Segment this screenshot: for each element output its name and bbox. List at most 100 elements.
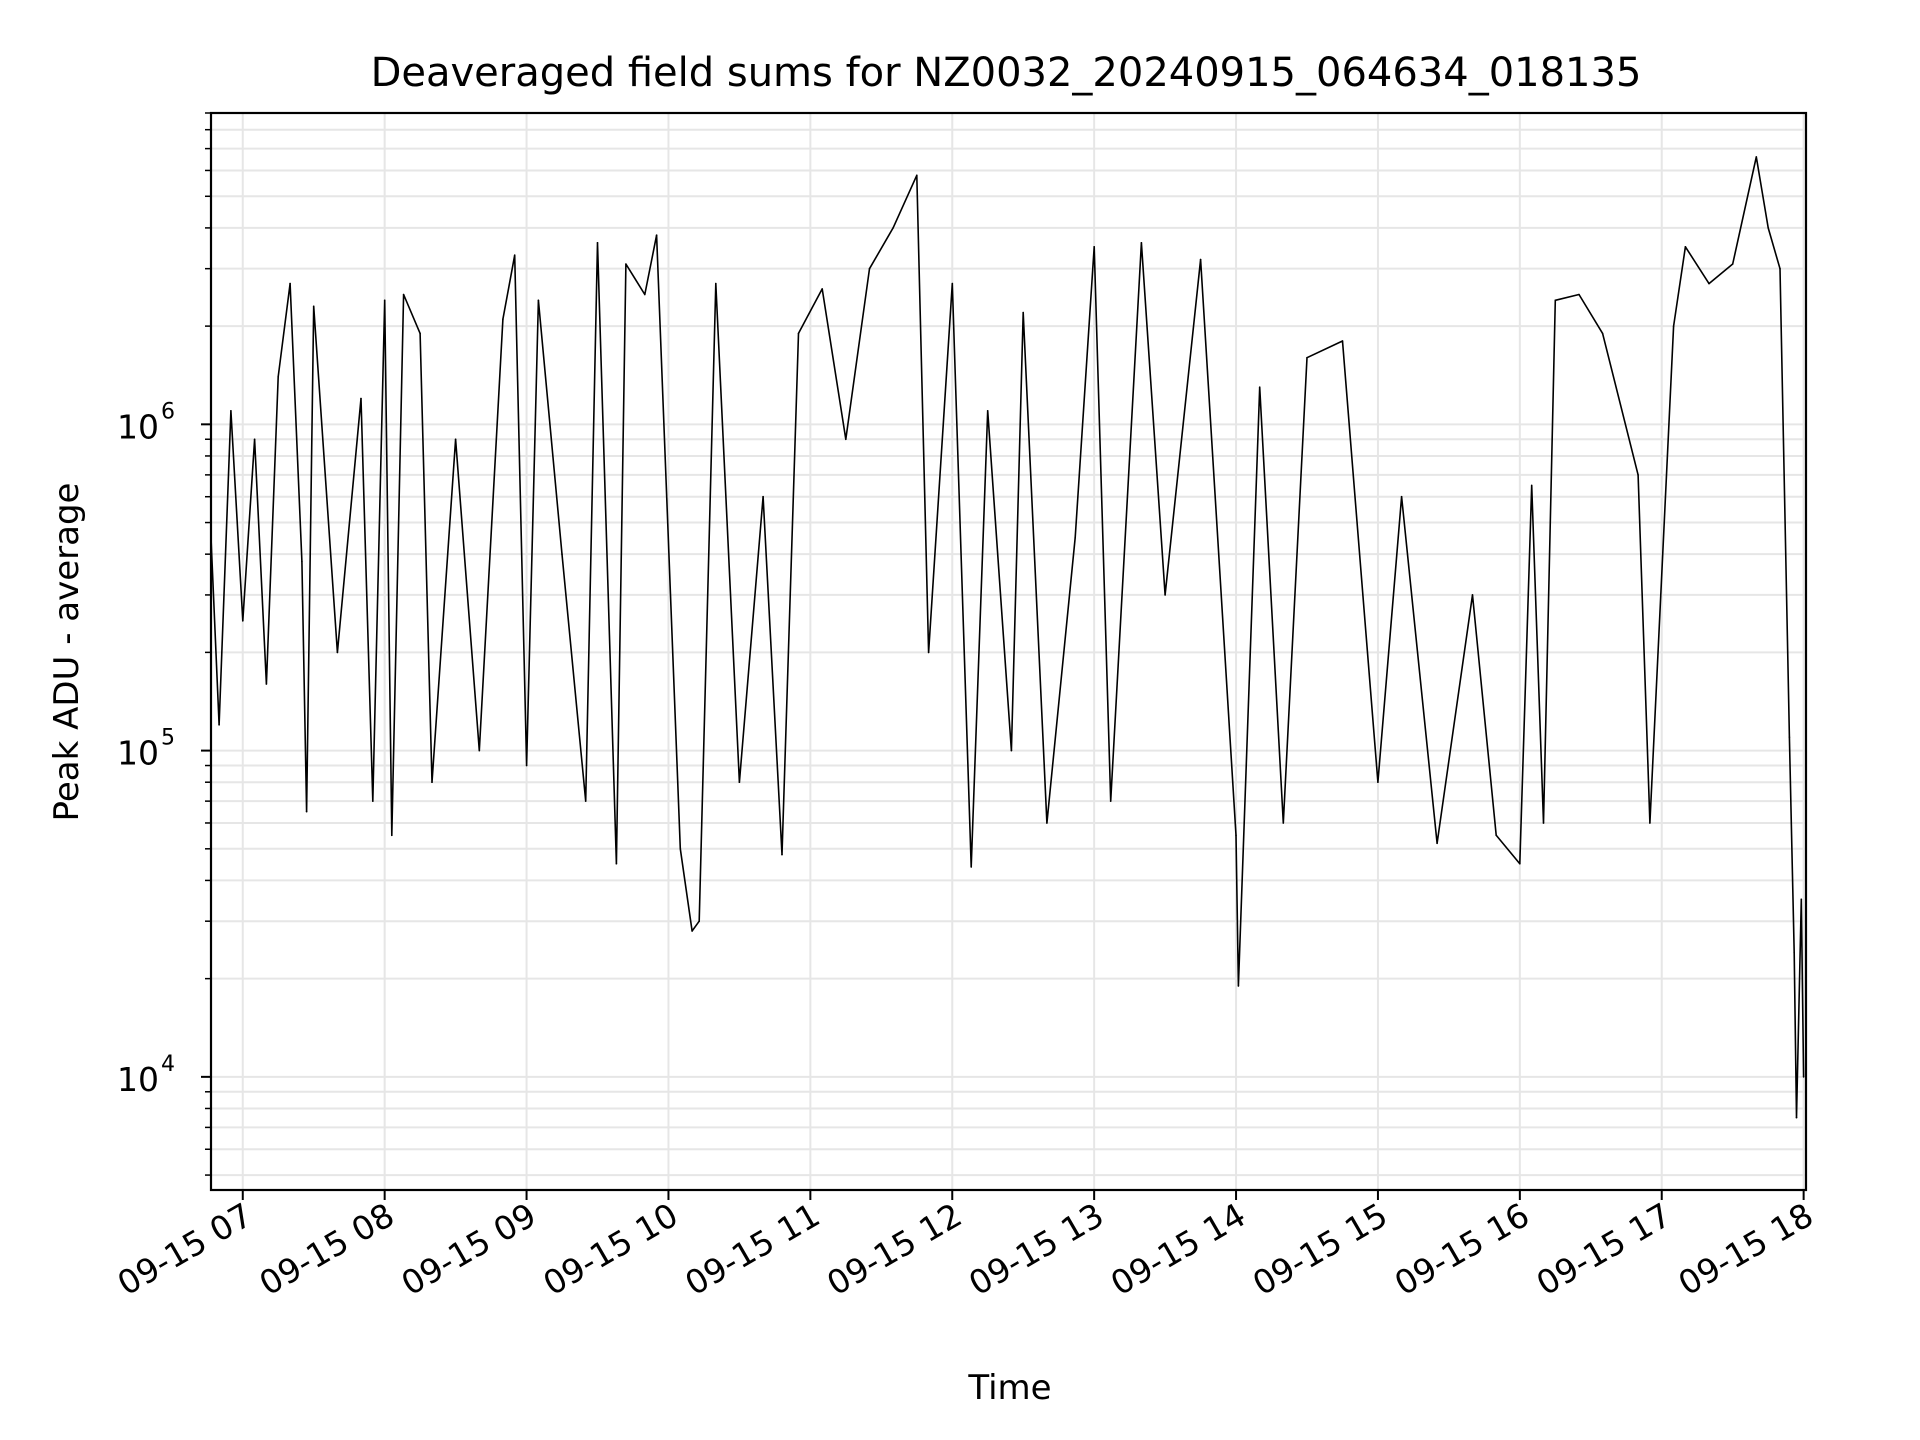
data-point (715, 282, 717, 285)
data-point (253, 438, 256, 441)
data-point (336, 651, 339, 654)
data-point (1199, 258, 1202, 261)
data-point (391, 834, 393, 837)
data-point (513, 254, 516, 256)
data-point (525, 764, 528, 767)
data-point (762, 495, 764, 498)
data-point (1519, 862, 1521, 865)
data-point (1802, 1076, 1805, 1078)
data-point (301, 560, 303, 563)
data-point (289, 282, 291, 285)
data-point (868, 267, 871, 270)
data-point (1400, 495, 1403, 498)
data-point (1471, 594, 1474, 596)
data-point (1779, 267, 1781, 270)
data-point (698, 920, 700, 922)
data-point (1235, 834, 1237, 837)
data-point (797, 332, 800, 335)
data-point (738, 781, 741, 783)
data-point (1306, 356, 1308, 359)
data-point (1767, 227, 1769, 229)
data-point (1341, 340, 1344, 342)
data-point (537, 299, 540, 302)
y-tick-exponent: 4 (161, 1052, 175, 1077)
data-point (916, 174, 918, 177)
data-point (644, 293, 646, 296)
data-point (1755, 156, 1758, 158)
data-point (1093, 246, 1095, 248)
data-point (821, 288, 823, 290)
data-point (305, 810, 308, 813)
plot-frame (209, 111, 1808, 1192)
data-point (1010, 749, 1013, 752)
data-point (1530, 484, 1533, 487)
data-point (265, 683, 268, 685)
data-point (1164, 594, 1166, 596)
data-point (1795, 1116, 1798, 1119)
data-point (655, 234, 658, 236)
data-point (596, 242, 599, 244)
data-point (1074, 536, 1076, 539)
data-point (1109, 800, 1112, 802)
data-point (372, 800, 374, 802)
data-point (242, 620, 244, 622)
data-point (360, 397, 362, 400)
y-tick-base: 10 (117, 734, 159, 773)
data-point (454, 438, 457, 441)
data-point (845, 438, 847, 441)
data-point (927, 651, 930, 654)
data-point (892, 227, 894, 229)
data-point (1022, 311, 1024, 314)
data-point (1684, 246, 1687, 248)
data-point (478, 749, 481, 752)
data-point (1554, 299, 1557, 302)
y-tick-exponent: 6 (161, 399, 175, 424)
data-point (1708, 282, 1710, 285)
y-tick-label: 10 (117, 407, 159, 446)
y-tick-label: 10 (117, 734, 159, 773)
data-point (1436, 842, 1438, 845)
data-point (1258, 386, 1261, 389)
data-point (502, 318, 504, 321)
data-point (986, 410, 989, 412)
data-point (615, 862, 618, 865)
data-point (431, 781, 433, 783)
data-point (1788, 736, 1791, 738)
data-point (1140, 242, 1143, 244)
data-point (1731, 263, 1734, 265)
data-point (1601, 332, 1604, 335)
y-tick-exponent: 5 (161, 726, 175, 751)
x-axis-label: Time (967, 1368, 1051, 1408)
data-point (584, 800, 587, 802)
grid (211, 112, 1806, 1190)
data-point (679, 848, 682, 850)
data-point (1282, 822, 1285, 824)
data-point (218, 724, 220, 726)
data-point (277, 375, 280, 378)
data-point (383, 299, 386, 302)
data-point (312, 305, 315, 308)
y-tick-base: 10 (117, 407, 159, 446)
data-point (1800, 898, 1803, 901)
data-point (1237, 985, 1240, 987)
data-point (1649, 822, 1651, 824)
data-point (970, 866, 972, 868)
data-point (1542, 822, 1545, 824)
data-point (1637, 474, 1639, 476)
y-tick-label: 10 (117, 1060, 159, 1099)
y-tick-base: 10 (117, 1060, 159, 1099)
data-point (419, 332, 421, 335)
data-point (951, 282, 954, 285)
data-point (230, 410, 232, 412)
data-point (1672, 325, 1675, 327)
data-point (625, 263, 627, 265)
data-point (402, 293, 405, 296)
data-point (1793, 952, 1795, 954)
data-point (561, 553, 563, 555)
data-point (781, 853, 783, 856)
chart-title: Deaveraged field sums for NZ0032_2024091… (371, 50, 1642, 96)
data-point (1495, 834, 1497, 837)
data-point (691, 930, 693, 932)
